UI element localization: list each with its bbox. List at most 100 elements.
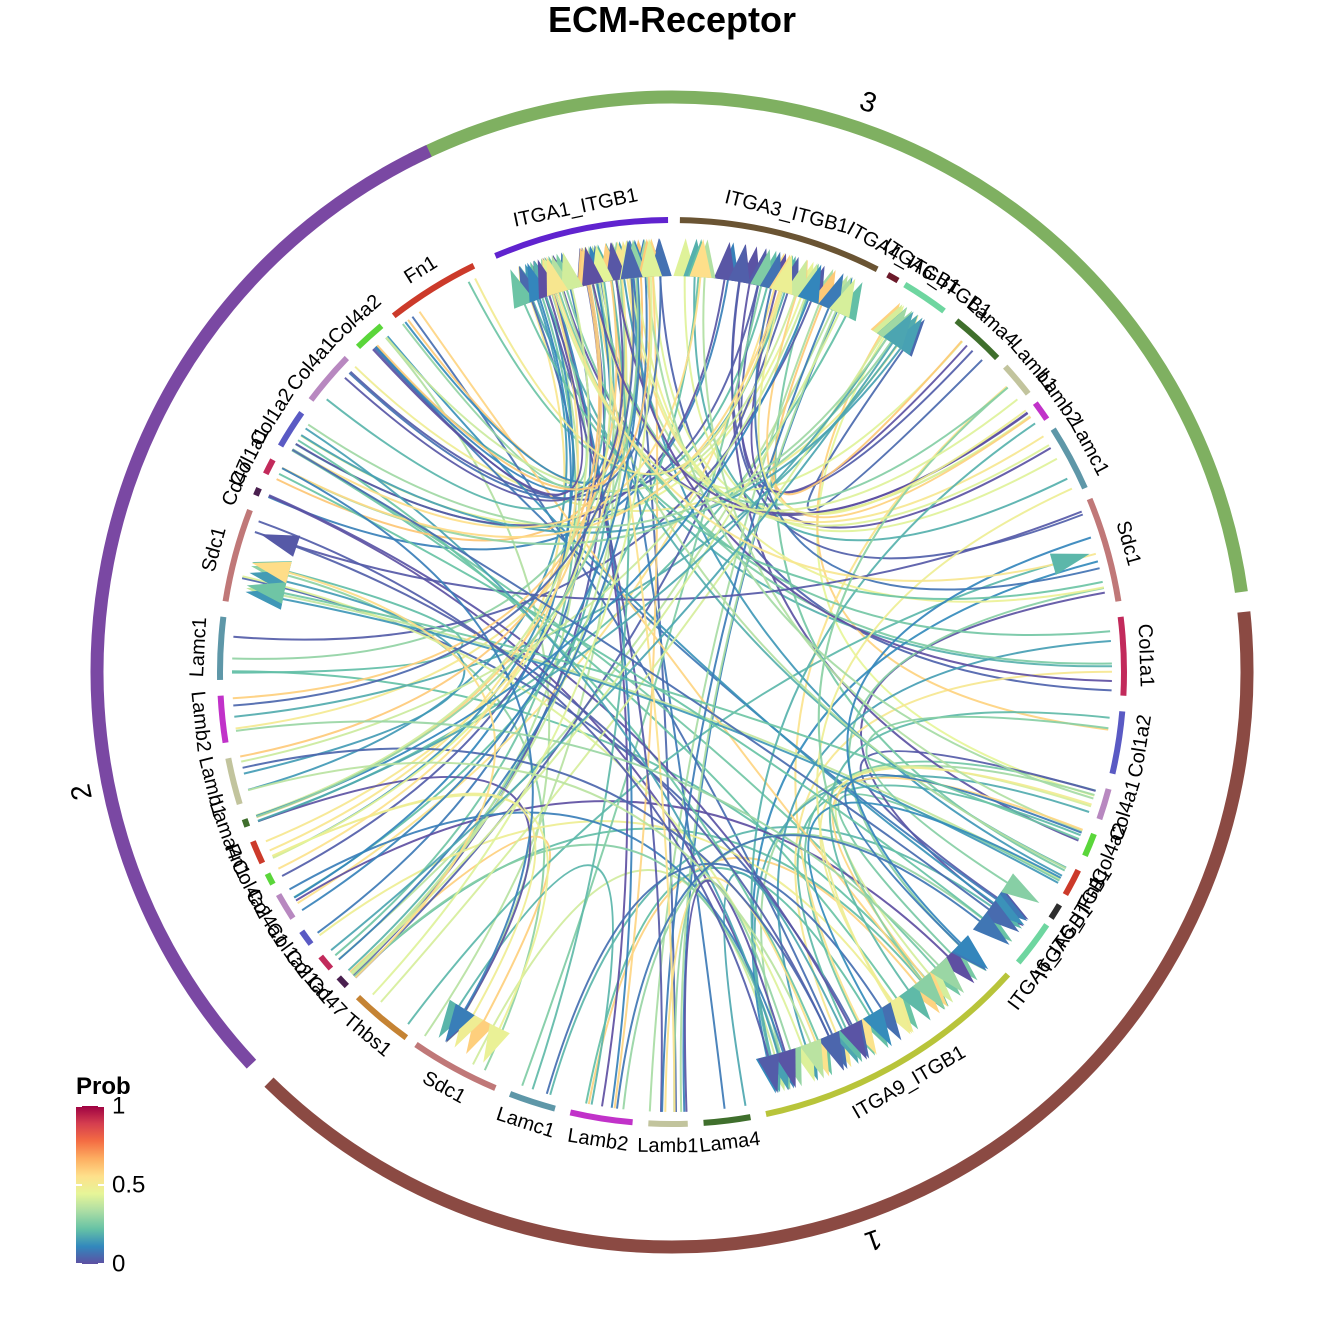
sector-label: Col1a1 [1134,623,1158,687]
chord-link [633,259,1104,603]
chord-link [616,834,995,1109]
link-arrowhead [713,241,736,282]
chord-link [516,287,1103,600]
sector-arc [1096,788,1112,821]
sector-arc [318,954,334,971]
chord-link [372,277,584,496]
link-arrowhead [952,935,989,970]
link-arrowhead [640,238,663,278]
chord-link [255,282,816,818]
link-arrowhead [883,311,914,350]
chord-link [257,323,898,822]
sector-label: Lamb1 [637,1135,698,1158]
link-arrowhead [912,972,946,1010]
link-arrowhead [899,983,931,1021]
sector-arc [264,872,276,886]
sector-arc [494,217,669,259]
sector-label: Lamb2 [566,1125,630,1156]
chord-link [644,258,1094,800]
chord-link [844,773,1082,958]
chord-link [231,566,464,674]
chord-link [679,294,845,1112]
chord-link [411,316,841,1052]
link-arrowhead [800,1038,824,1079]
link-arrowhead [546,256,569,297]
sector-arc [886,272,900,284]
link-arrowhead [797,264,822,305]
sector-arc [1032,401,1050,421]
sector-arc [1062,868,1081,897]
link-arrowhead [251,561,292,584]
link-arrowhead [454,1009,484,1048]
chord-link [330,327,904,951]
chord-link [271,566,497,979]
sector-arc [1082,832,1097,858]
chord-link [407,558,1071,1025]
link-arrowhead [972,912,1010,945]
link-arrowhead [939,948,975,984]
sector-arc [217,695,229,744]
chord-link [232,261,626,660]
chord-link [661,291,837,1112]
sector-arc [217,616,227,680]
chord-link [256,259,639,818]
sector-label: Lamb2 [186,690,214,753]
chord-link [551,275,1097,582]
chart-title: ECM-Receptor [548,0,796,40]
link-arrowhead [510,269,535,309]
chord-link [243,576,466,775]
sector-arc [903,281,946,314]
chord-link [859,750,1096,910]
sector-label: Thbs1 [339,1009,396,1062]
sector-arc [336,975,350,989]
link-arrowhead [1049,553,1090,575]
chord-link [242,747,837,1053]
chord-link [549,275,633,1108]
chord-link [232,262,618,700]
chord-link [474,273,788,476]
chord-link [347,263,615,972]
chord-link [588,266,676,1113]
link-arrowhead [774,1048,796,1088]
chord-link [240,267,601,758]
chord-link [847,587,1105,959]
link-arrowhead [260,534,301,557]
chord-link [351,296,848,975]
chord-link [658,258,1112,692]
link-arrowhead [689,239,712,278]
chord-link [865,715,1109,894]
legend-tick-label: 0 [112,1251,125,1278]
chord-link [235,260,634,730]
sector-label: Col1a2 [1124,713,1156,779]
chord-link [386,335,1009,915]
sector-arc [1086,497,1122,602]
sector-label: Lama4 [698,1128,761,1157]
chord-link [278,473,998,930]
link-arrowhead [840,1020,867,1060]
chord-link [255,271,590,817]
chord-link [757,273,1027,516]
sector-arc [355,323,384,350]
legend-title: Prob [76,1073,131,1100]
sector-arc [1015,923,1050,965]
sector-arc [299,929,314,946]
link-arrowhead [561,252,584,292]
link-arrowhead [930,957,965,993]
sector-label: ITGA3_ITGB1 [723,186,851,238]
chord-link [247,761,818,1061]
chord-link [806,335,983,512]
link-arrowhead [1001,873,1040,903]
chord-link [279,510,1083,601]
chord-link [235,720,952,979]
sector-arc [508,1091,556,1112]
chord-link [448,864,614,1105]
prob-legend: Prob 10.50 [76,1073,145,1278]
link-arrowhead [770,254,793,295]
link-arrowhead [445,1003,475,1042]
group-arc [264,611,1254,1254]
sector-arc [954,318,1000,361]
legend-ticks: 10.50 [76,1093,145,1278]
sector-arc [1117,616,1127,696]
group-label: 2 [64,781,97,802]
chord-link [353,843,786,1071]
